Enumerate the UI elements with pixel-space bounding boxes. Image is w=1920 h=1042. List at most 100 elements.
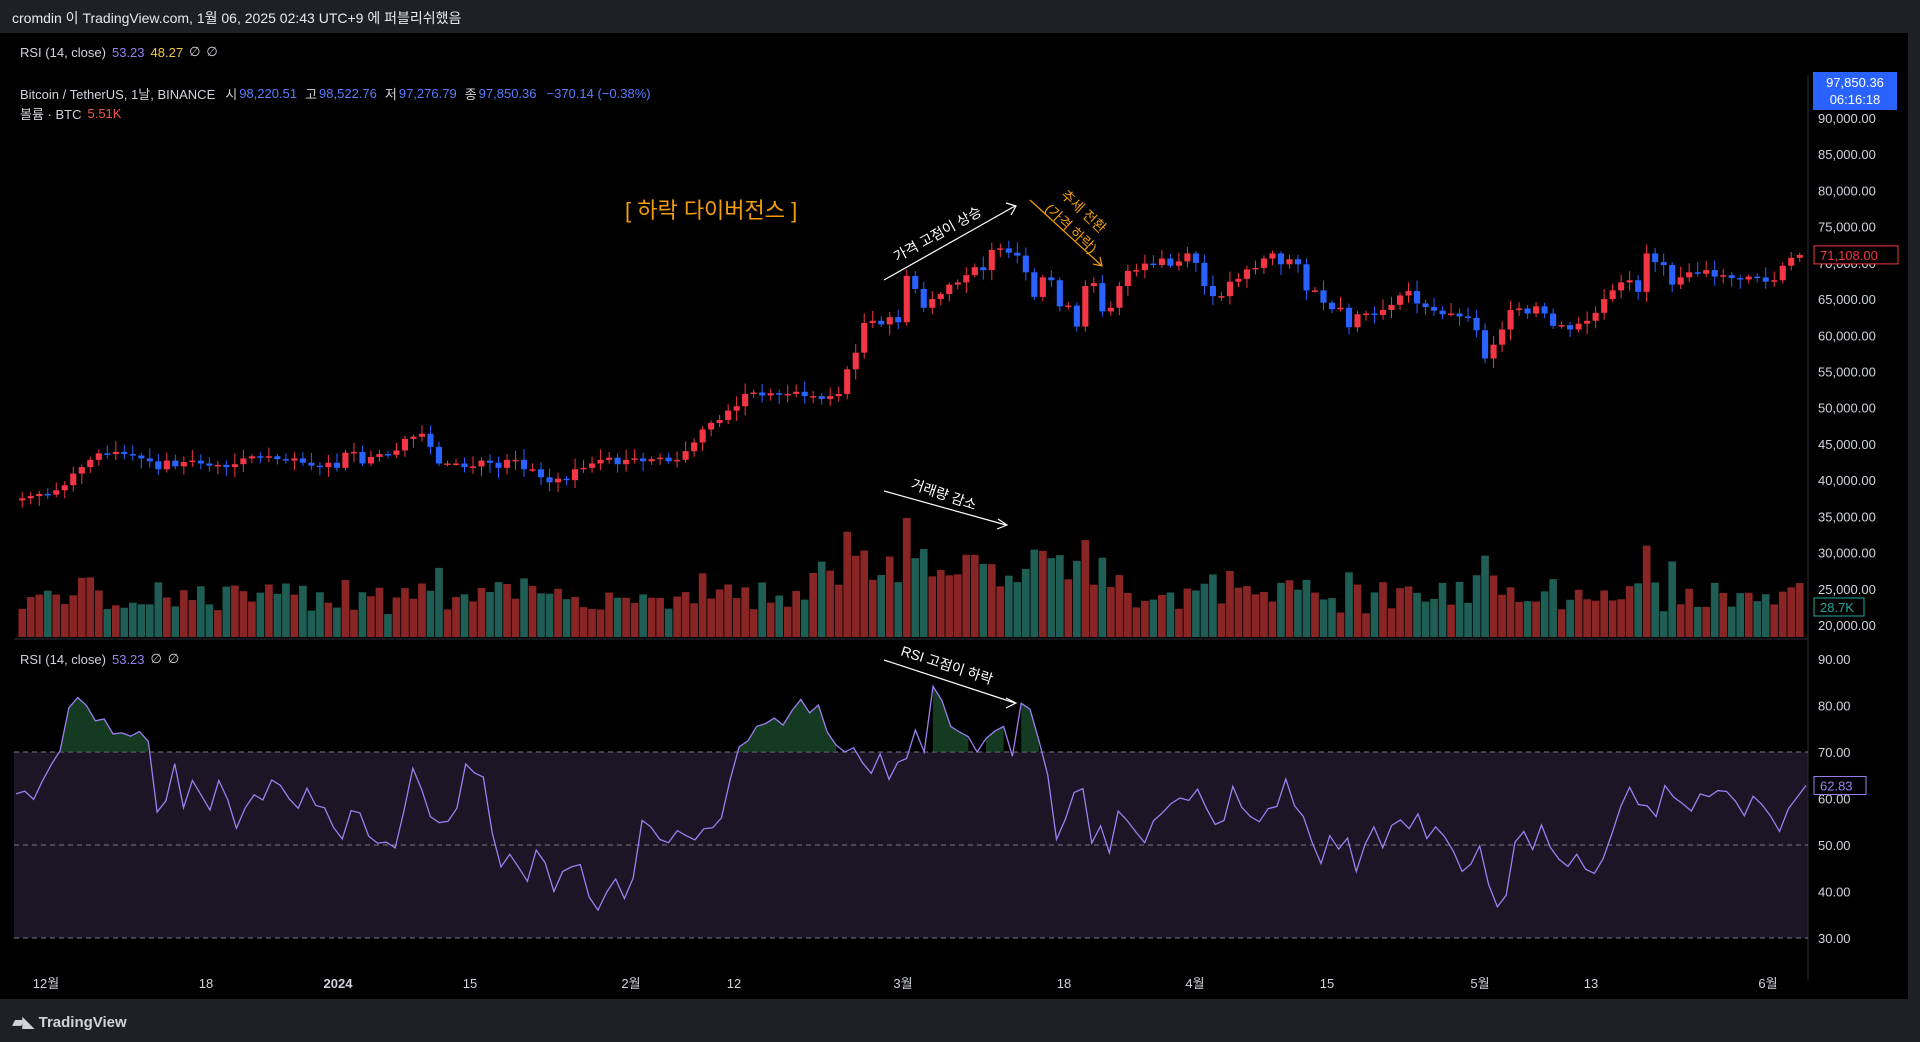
candle-body	[852, 352, 859, 370]
volume-bar	[860, 550, 869, 637]
volume-bar	[145, 604, 154, 637]
candle-body	[206, 463, 213, 466]
candle-body	[104, 453, 111, 455]
candle-body	[1516, 308, 1523, 310]
volume-bar	[707, 598, 715, 637]
candle-body	[708, 422, 715, 430]
volume-bar	[766, 602, 775, 637]
candle-body	[78, 467, 85, 474]
volume-bar	[1515, 601, 1523, 637]
candle-body	[1584, 320, 1591, 324]
time-axis-tick: 12월	[33, 976, 59, 991]
candle-body	[1473, 317, 1480, 331]
change-value: −370.14 (−0.38%)	[546, 86, 651, 101]
candle-body	[112, 451, 119, 455]
rsi-legend[interactable]: RSI (14, close) 53.23 ∅ ∅	[20, 651, 179, 667]
rsi-axis-tick: 80.00	[1818, 699, 1851, 714]
candle-body	[861, 322, 868, 353]
volume-value: 5.51K	[87, 106, 122, 121]
volume-bar	[460, 594, 469, 637]
candle-body	[1720, 275, 1727, 277]
candle-body	[1533, 306, 1540, 314]
candle-body	[733, 406, 740, 411]
rsi-line	[15, 684, 1807, 912]
rsi-overbought-fill	[986, 726, 1004, 752]
volume-bar	[1030, 549, 1039, 637]
volume-bar	[834, 584, 843, 637]
volume-bar	[664, 608, 673, 637]
volume-bar	[724, 584, 732, 637]
volume-bar	[1736, 593, 1745, 637]
volume-bar	[188, 600, 197, 637]
volume-bar	[333, 607, 341, 637]
volume-bar	[214, 610, 222, 637]
price-axis-tick: 35,000.00	[1818, 509, 1876, 524]
candle-body	[640, 458, 647, 462]
candle-body	[495, 462, 502, 468]
volume-bar	[273, 593, 282, 637]
volume-bar	[1158, 594, 1166, 637]
volume-bar	[1540, 591, 1549, 637]
volume-bar	[919, 549, 928, 637]
rsi-top-legend[interactable]: RSI (14, close) 53.23 48.27 ∅ ∅	[20, 44, 218, 60]
volume-bar	[911, 558, 920, 637]
volume-bar	[715, 589, 724, 637]
volume-bar	[1013, 582, 1022, 637]
volume-bar	[996, 586, 1005, 637]
candle-body	[1048, 277, 1055, 281]
candle-body	[1703, 270, 1710, 274]
price-axis-tick: 60,000.00	[1818, 328, 1876, 343]
time-axis-tick: 2월	[621, 976, 640, 991]
candle-body	[1354, 314, 1361, 328]
volume-bar	[987, 564, 996, 637]
volume-bar	[596, 609, 605, 637]
time-axis-tick: 5월	[1470, 976, 1489, 991]
volume-bar	[1532, 601, 1540, 637]
volume-bar	[732, 598, 741, 637]
candle-body	[1754, 276, 1761, 279]
volume-bar	[1175, 608, 1183, 637]
volume-bar	[562, 599, 571, 637]
price-axis-tick: 45,000.00	[1818, 437, 1876, 452]
volume-bar	[783, 606, 792, 637]
candle-body	[954, 282, 961, 285]
candle-body	[580, 467, 587, 470]
candle-body	[1626, 280, 1633, 283]
volume-bar	[452, 596, 460, 637]
volume-bar	[18, 608, 27, 637]
volume-bar	[885, 556, 894, 637]
volume-legend[interactable]: 볼륨 · BTC 5.51K	[20, 104, 121, 123]
candle-body	[1482, 330, 1489, 359]
candle-body	[1465, 316, 1472, 318]
candle-body	[1686, 272, 1693, 278]
candle-body	[1507, 309, 1514, 330]
candle-body	[1422, 303, 1429, 308]
candle-body	[146, 458, 153, 462]
volume-bar	[35, 594, 44, 637]
volume-bar	[1668, 561, 1677, 637]
candle-body	[1099, 283, 1106, 312]
annotation-price-up: 가격 고점이 상승	[891, 203, 985, 265]
candle-body	[529, 469, 536, 471]
volume-tag-box	[1813, 597, 1865, 617]
volume-bar	[1600, 590, 1608, 637]
rsi-value: 53.23	[111, 651, 145, 667]
candle-body	[36, 493, 43, 497]
candle-body	[971, 267, 978, 276]
candle-body	[1184, 253, 1191, 262]
candle-body	[597, 459, 604, 464]
volume-bar	[1608, 600, 1617, 637]
candle-body	[172, 460, 179, 467]
candle-body	[461, 463, 468, 468]
candle-body	[886, 317, 893, 325]
tradingview-brand[interactable]: ▰◣ TradingView	[12, 1012, 127, 1032]
candle-body	[1269, 253, 1276, 259]
volume-bar	[545, 593, 554, 637]
rsi-overbought-fill	[1021, 703, 1039, 752]
candle-body	[963, 275, 970, 283]
candle-body	[180, 462, 187, 467]
symbol-legend[interactable]: Bitcoin / TetherUS, 1날, BINANCE 시 98,220…	[20, 84, 651, 103]
rsi-label: RSI (14, close)	[20, 651, 106, 667]
candle-body	[767, 393, 774, 396]
volume-bar	[902, 517, 911, 637]
